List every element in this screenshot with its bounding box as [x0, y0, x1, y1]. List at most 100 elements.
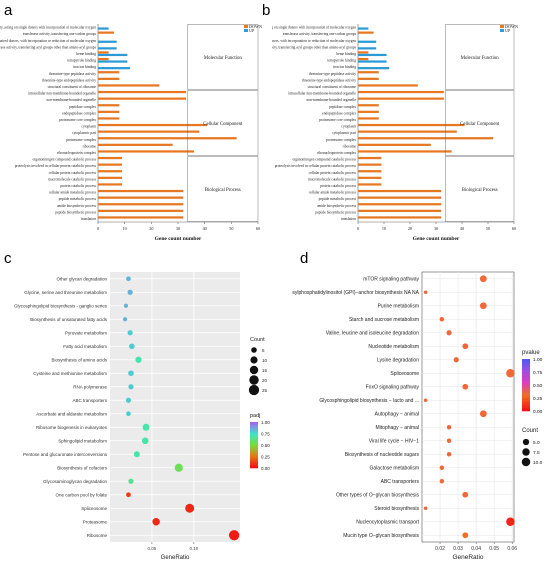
category-label: RNA polymerase: [73, 384, 107, 389]
category-label: cellular amide metabolic process: [309, 191, 357, 195]
bar-up: [358, 53, 387, 57]
category-label: Other glycan degradation: [56, 276, 107, 281]
category-label: cytoplasmic part: [332, 131, 356, 135]
colorbar-tick-label: 1.00: [261, 420, 270, 425]
colorbar-segment: [522, 398, 530, 401]
bar-down: [98, 137, 237, 140]
legend-count-dot: [522, 448, 530, 456]
bar-down: [358, 216, 442, 219]
bar-down: [358, 196, 442, 199]
data-point: [126, 492, 131, 498]
category-label: proteasome complex: [326, 138, 356, 142]
colorbar-segment: [522, 376, 530, 379]
data-point: [126, 411, 131, 417]
category-label: transferase activity, transferring one-c…: [283, 32, 357, 37]
legend-count-label: 20: [262, 378, 268, 383]
category-label: threonine-type endopeptidase activity: [302, 78, 356, 82]
category-label: proteasome core complex: [59, 118, 96, 122]
data-point: [129, 343, 135, 350]
legend-count-label: 5: [262, 348, 265, 353]
kegg-dot-chart-d: mTOR signaling pathway Glycosylphosphatid…: [292, 271, 543, 561]
colorbar-segment: [250, 457, 258, 460]
colorbar-segment: [522, 407, 530, 410]
x-tick-label: 40: [460, 226, 464, 231]
bar-up: [358, 60, 387, 63]
category-label: Biosynthesis of amino acids: [51, 357, 107, 362]
bar-up: [98, 53, 128, 57]
colorbar-tick-label: 0.00: [261, 466, 270, 471]
colorbar-segment: [522, 385, 530, 388]
bar-down: [98, 203, 184, 206]
group-label: Biological Process: [205, 188, 241, 193]
data-point: [506, 369, 515, 378]
category-label: Spliceosome: [390, 371, 419, 377]
data-point: [141, 437, 149, 445]
data-point: [142, 423, 150, 431]
colorbar-segment: [250, 423, 258, 426]
bar-up: [358, 67, 390, 70]
data-point: [128, 478, 134, 484]
bar-down: [98, 176, 122, 179]
panel-label-a: a: [4, 2, 13, 19]
bar-down: [358, 203, 442, 206]
x-axis-title: Gene count number: [413, 236, 460, 242]
bar-down: [358, 170, 382, 173]
panel-label-d: d: [300, 250, 309, 267]
x-tick-label: 0.05: [489, 546, 499, 552]
legend-label-up: UP: [505, 28, 511, 33]
legend-count-label: 5.0: [533, 440, 540, 446]
colorbar-segment: [250, 422, 258, 424]
category-label: Mucin type O−glycan biosynthesis: [343, 533, 419, 539]
bar-down: [358, 90, 444, 94]
x-tick-label: 30: [434, 226, 438, 231]
category-label: heme binding: [336, 52, 356, 56]
bar-down: [358, 84, 418, 87]
category-label: heme binding: [76, 52, 96, 56]
category-label: structural constituent of ribosome: [48, 85, 97, 89]
group-label: Molecular Function: [461, 56, 500, 61]
plot-panel: [421, 271, 515, 543]
colorbar-tick-label: 0.25: [261, 454, 270, 459]
category-label: peptidase complex: [69, 105, 96, 109]
colorbar-segment: [250, 455, 258, 458]
category-label: Mitophagy − animal: [376, 425, 420, 431]
category-label: tetrapyrrole binding: [67, 59, 96, 63]
colorbar-tick-label: 0.25: [533, 396, 543, 402]
data-point: [423, 290, 428, 294]
bar-down: [98, 104, 120, 107]
bar-down: [98, 110, 120, 113]
colorbar-segment: [250, 425, 258, 427]
data-point: [127, 289, 133, 295]
group-box: [187, 156, 259, 222]
x-tick-label: 40: [203, 226, 207, 231]
bar-up: [98, 40, 117, 43]
data-point: [133, 451, 140, 458]
data-point: [439, 465, 445, 470]
legend-count-label: 10: [262, 358, 268, 363]
bar-down: [358, 117, 379, 120]
colorbar-segment: [522, 405, 530, 408]
colorbar-segment: [250, 438, 258, 441]
category-label: transferase activity, transferring one-c…: [23, 32, 97, 37]
category-label: proteasome core complex: [319, 118, 356, 122]
group-box: [445, 24, 515, 90]
category-label: iron ion binding: [333, 65, 356, 69]
bar-down: [358, 189, 442, 193]
data-point: [479, 302, 487, 310]
category-label: Other types of O−glycan biosynthesis: [336, 492, 419, 498]
data-point: [174, 463, 183, 472]
bar-down: [358, 77, 379, 80]
colorbar-tick-label: 1.00: [533, 357, 543, 363]
category-label: cytoplasmic part: [72, 131, 96, 135]
colorbar-segment: [250, 426, 258, 429]
group-box: [187, 24, 259, 90]
category-label: One carbon pool by folate: [55, 492, 107, 497]
category-label: ribonucleoprotein complex: [57, 151, 96, 155]
category-label: Pentose and glucuronate interconversions: [23, 452, 108, 457]
bar-up: [358, 47, 377, 50]
category-label: peptide metabolic process: [319, 197, 357, 201]
bar-down: [358, 150, 452, 153]
go-bar-chart-b: 0 10 20 30 40 50 60 Gene count number translatio…: [272, 24, 518, 242]
group-label: Molecular Function: [204, 56, 243, 61]
colorbar-segment: [250, 428, 258, 430]
